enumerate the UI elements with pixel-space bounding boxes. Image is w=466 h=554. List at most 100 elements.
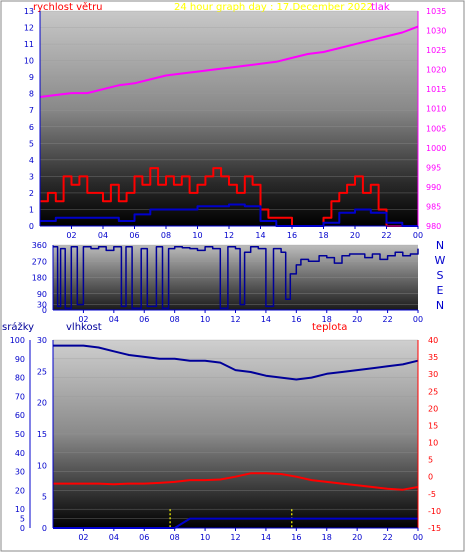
direction-xtick-label: 08	[170, 315, 180, 324]
wind-xtick-label: 14	[255, 231, 265, 240]
humidity-axis-tick-label: 25	[37, 367, 47, 376]
humidity-axis-tick-label: 15	[37, 430, 47, 439]
wind-xtick-label: 20	[350, 231, 360, 240]
compass-label: W	[435, 254, 446, 267]
pressure-axis-tick-label: 980	[426, 222, 441, 231]
humidity-axis-tick-label: 5	[42, 493, 47, 502]
wind-xtick-label: 18	[318, 231, 328, 240]
temperature-label: teplota	[312, 322, 347, 333]
direction-axis-tick-label: 30	[37, 301, 47, 310]
direction-axis-tick-label: 180	[32, 274, 47, 283]
rain-axis-tick-label: 40	[15, 449, 25, 458]
panel-wind-pressure-bg	[40, 11, 418, 226]
temperature-axis-tick-label: 10	[428, 439, 438, 448]
pressure-axis-tick-label: 990	[426, 183, 441, 192]
wind-axis-tick-label: 1	[29, 205, 34, 214]
temperature-axis-tick-label: 20	[428, 404, 438, 413]
compass-label: N	[436, 299, 444, 312]
panel3-xtick-label: 20	[352, 533, 362, 542]
wind-axis-tick-label: 0	[29, 222, 34, 231]
humidity-axis-tick-label: 20	[37, 399, 47, 408]
direction-axis-tick-label: 270	[32, 257, 47, 266]
pressure-axis-tick-label: 1000	[426, 144, 446, 153]
wind-axis-tick-label: 11	[24, 40, 34, 49]
rain-axis-tick-label: 10	[15, 505, 25, 514]
pressure-axis-tick-label: 1005	[426, 124, 446, 133]
temperature-axis-tick-label: 40	[428, 336, 438, 345]
rain-axis-tick-label: 80	[15, 374, 25, 383]
panel3-xtick-label: 10	[200, 533, 210, 542]
wind-axis-tick-label: 13	[24, 7, 34, 16]
wind-axis-tick-label: 4	[29, 156, 34, 165]
temperature-axis-tick-label: 25	[428, 387, 438, 396]
wind-axis-tick-label: 12	[24, 24, 34, 33]
humidity-axis-tick-label: 10	[37, 461, 47, 470]
humidity-axis-tick-label: 0	[42, 524, 47, 533]
wind-xtick-label: 16	[287, 231, 297, 240]
rain-axis-tick-label: 20	[15, 486, 25, 495]
panel3-xtick-label: 16	[291, 533, 301, 542]
pressure-axis-tick-label: 1025	[426, 46, 446, 55]
rain-axis-tick-label: 100	[10, 336, 25, 345]
rain-axis-tick-label: 90	[15, 355, 25, 364]
direction-axis-tick-label: 360	[32, 241, 47, 250]
wind-axis-tick-label: 8	[29, 90, 34, 99]
panel3-xtick-label: 00	[413, 533, 423, 542]
rain-axis-tick-label: 60	[15, 411, 25, 420]
wind-axis-tick-label: 6	[29, 123, 34, 132]
humidity-axis-tick-label: 30	[37, 336, 47, 345]
rain-axis-tick-label: 30	[15, 468, 25, 477]
direction-xtick-label: 06	[139, 315, 149, 324]
compass-label: E	[437, 284, 444, 297]
temperature-axis-tick-label: 30	[428, 370, 438, 379]
wind-axis-tick-label: 5	[29, 139, 34, 148]
wind-xtick-label: 06	[129, 231, 139, 240]
temperature-line	[53, 472, 419, 491]
wind-axis-tick-label: 7	[29, 106, 34, 115]
panel3-xtick-label: 02	[78, 533, 88, 542]
panel3-xtick-label: 12	[230, 533, 240, 542]
pressure-axis-tick-label: 1010	[426, 105, 446, 114]
rain-axis-tick-label: 50	[15, 430, 25, 439]
pressure-axis-tick-label: 1020	[426, 66, 446, 75]
rain-axis-tick-label: 0	[20, 524, 25, 533]
wind-direction-line	[53, 246, 419, 309]
pressure-axis-tick-label: 985	[426, 202, 441, 211]
rain-label: srážky	[2, 321, 34, 333]
wind-average-line	[40, 203, 418, 227]
direction-xtick-label: 18	[322, 315, 332, 324]
pressure-line	[39, 25, 419, 98]
direction-xtick-label: 04	[109, 315, 119, 324]
wind-axis-tick-label: 9	[29, 73, 34, 82]
direction-xtick-label: 16	[291, 315, 301, 324]
direction-xtick-label: 00	[413, 315, 423, 324]
panel3-xtick-label: 04	[109, 533, 119, 542]
wind-axis-tick-label: 10	[24, 57, 34, 66]
compass-label: N	[436, 239, 444, 252]
direction-xtick-label: 02	[78, 315, 88, 324]
direction-axis-tick-label: 0	[42, 306, 47, 315]
temperature-axis-tick-label: -10	[428, 507, 441, 516]
temperature-axis-tick-label: 0	[428, 473, 433, 482]
pressure-axis-tick-label: 995	[426, 163, 441, 172]
temperature-axis-tick-label: 5	[428, 456, 433, 465]
wind-xtick-label: 04	[98, 231, 108, 240]
direction-xtick-label: 22	[382, 315, 392, 324]
humidity-line	[53, 344, 419, 381]
pressure-axis-tick-label: 1015	[426, 85, 446, 94]
temperature-axis-tick-label: -15	[428, 524, 441, 533]
wind-xtick-label: 10	[192, 231, 202, 240]
compass-label: S	[437, 269, 444, 282]
wind-xtick-label: 00	[413, 231, 423, 240]
pressure-axis-tick-label: 1030	[426, 27, 446, 36]
panel3-xtick-label: 06	[139, 533, 149, 542]
direction-xtick-label: 10	[200, 315, 210, 324]
wind-xtick-label: 02	[66, 231, 76, 240]
direction-xtick-label: 12	[230, 315, 240, 324]
wind-xtick-label: 12	[224, 231, 234, 240]
wind-xtick-label: 08	[161, 231, 171, 240]
panel3-xtick-label: 22	[382, 533, 392, 542]
